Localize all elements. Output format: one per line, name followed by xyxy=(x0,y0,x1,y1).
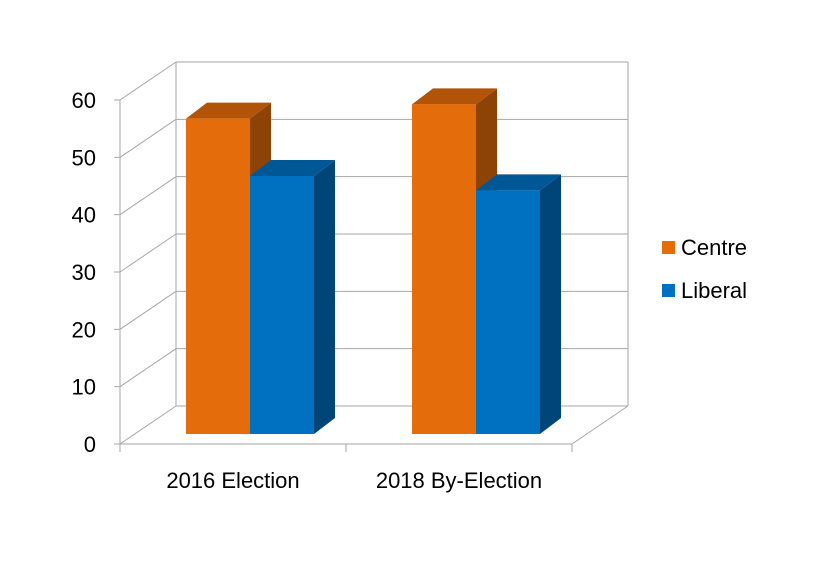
bar-centre-0-front xyxy=(186,118,250,435)
legend-item-centre: Centre xyxy=(662,234,748,260)
bar-liberal-0-front xyxy=(250,176,314,434)
y-tick-label: 60 xyxy=(72,88,96,113)
y-tick-label: 0 xyxy=(84,432,96,457)
legend: Centre Liberal xyxy=(662,234,748,322)
bar-liberal-1-front xyxy=(476,190,540,434)
gridline-side xyxy=(119,176,177,216)
gridline-side xyxy=(119,118,177,158)
gridline-side xyxy=(119,405,177,445)
y-tick-label: 50 xyxy=(72,145,96,170)
bar-liberal-0-side xyxy=(314,160,335,434)
gridline-side xyxy=(119,348,177,388)
y-tick-label: 10 xyxy=(72,375,96,400)
floor-right-edge xyxy=(571,405,629,445)
gridline-side xyxy=(119,290,177,330)
y-tick-label: 40 xyxy=(72,203,96,228)
bar-centre-1-front xyxy=(412,104,476,434)
gridline-side xyxy=(119,233,177,273)
bar-centre-0-top xyxy=(186,102,271,119)
legend-swatch-centre xyxy=(662,241,675,254)
x-tick-label: 2016 Election xyxy=(166,468,299,493)
bar-liberal-1-top xyxy=(476,174,561,191)
gridline-side xyxy=(119,61,177,101)
bar-centre-1-top xyxy=(412,88,497,105)
y-tick-label: 20 xyxy=(72,317,96,342)
y-tick-label: 30 xyxy=(72,260,96,285)
x-tick-label: 2018 By-Election xyxy=(376,468,542,493)
bar-liberal-0-top xyxy=(250,160,335,176)
legend-item-liberal: Liberal xyxy=(662,277,748,303)
legend-label-centre: Centre xyxy=(681,234,748,260)
legend-swatch-liberal xyxy=(662,284,675,297)
legend-label-liberal: Liberal xyxy=(681,277,748,303)
bar-liberal-1-side xyxy=(540,174,561,435)
